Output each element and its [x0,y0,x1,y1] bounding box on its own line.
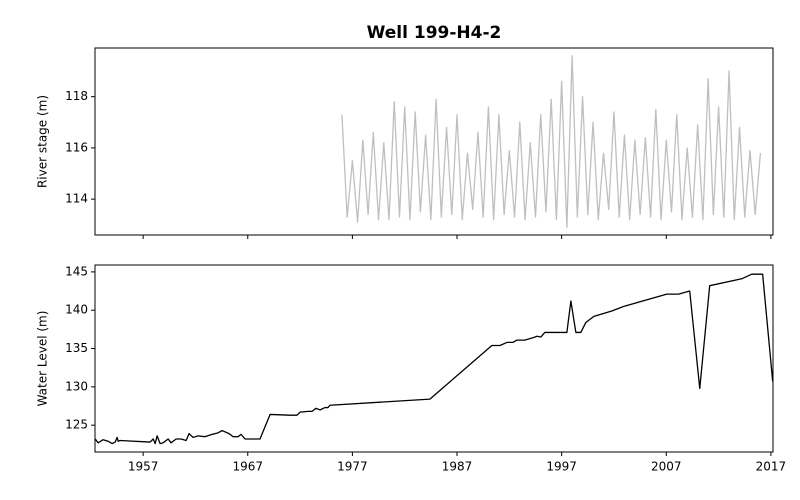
y-axis-label: River stage (m) [36,95,50,188]
plot-frame [94,47,774,236]
y-tick-label: 125 [65,418,88,432]
x-tick-label: 1987 [442,460,473,474]
x-tick-label: 1967 [232,460,263,474]
data-line [94,273,774,445]
x-tick-label: 1997 [546,460,577,474]
y-tick-label: 135 [65,341,88,355]
x-tick-label: 1957 [128,460,159,474]
x-tick-label: 1977 [337,460,368,474]
y-tick-label: 118 [65,89,88,103]
x-tick-label: 2007 [651,460,682,474]
y-tick-label: 116 [65,140,88,154]
x-tick-label: 2017 [756,460,787,474]
y-tick-label: 130 [65,379,88,393]
y-axis-label: Water Level (m) [36,311,50,407]
y-tick-label: 114 [65,192,88,206]
data-line [341,55,762,228]
chart-title: Well 199-H4-2 [367,23,502,43]
plot-frame [94,264,774,453]
y-tick-label: 140 [65,303,88,317]
y-tick-label: 145 [65,264,88,278]
